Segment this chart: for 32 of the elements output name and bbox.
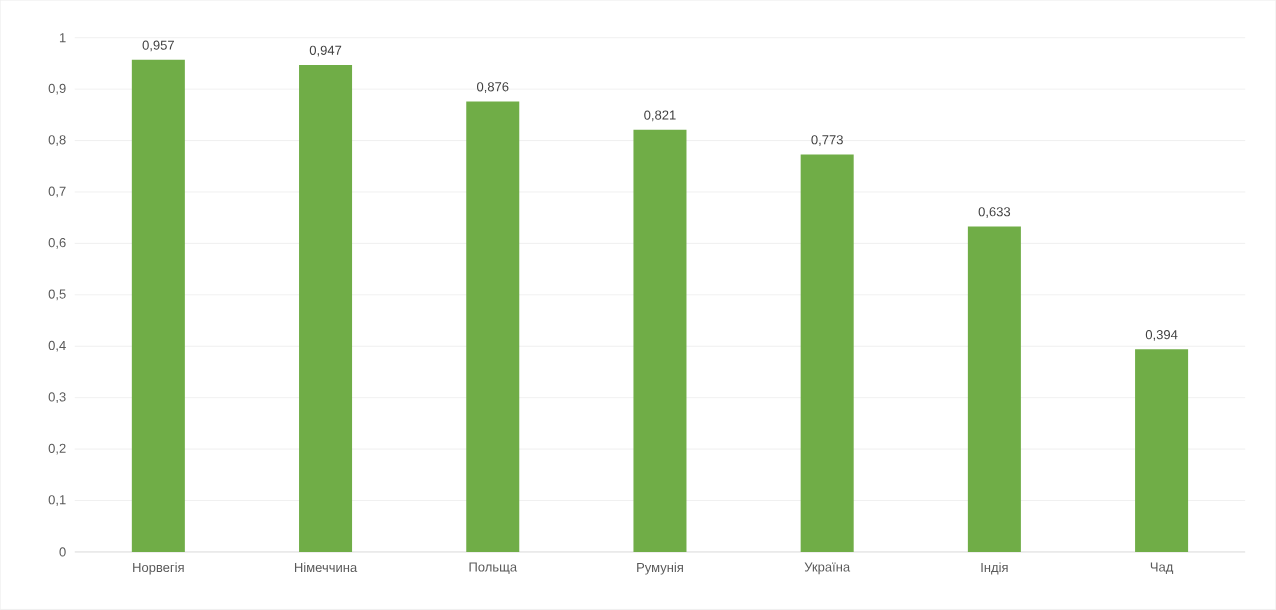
x-tick-label: Норвегія bbox=[133, 562, 184, 575]
bar bbox=[800, 154, 854, 553]
y-tick-label: 0,8 bbox=[48, 135, 66, 147]
y-tick-label: 0,5 bbox=[48, 289, 66, 301]
y-tick-label: 0,1 bbox=[48, 495, 66, 507]
y-tick-label: 1 bbox=[59, 33, 66, 43]
y-tick-label: 0,2 bbox=[48, 443, 66, 455]
bar bbox=[633, 129, 687, 553]
y-tick-label: 0 bbox=[59, 547, 66, 557]
data-label: 0,773 bbox=[811, 135, 843, 147]
x-tick-label: Румунія bbox=[637, 562, 683, 575]
x-tick-label: Україна bbox=[804, 562, 851, 575]
data-label: 0,876 bbox=[476, 82, 509, 94]
data-label: 0,821 bbox=[644, 110, 676, 122]
y-tick-label: 0,9 bbox=[48, 83, 66, 95]
y-tick-label: 0,3 bbox=[48, 392, 66, 404]
bar bbox=[1135, 349, 1189, 553]
bar bbox=[131, 59, 185, 553]
x-tick-label: Німеччина bbox=[294, 562, 358, 573]
y-tick-label: 0,7 bbox=[48, 186, 66, 198]
bar bbox=[466, 101, 520, 553]
data-label: 0,957 bbox=[142, 40, 174, 52]
bar bbox=[967, 226, 1021, 553]
x-tick-label: Індія bbox=[981, 562, 1008, 575]
x-tick-label: Польща bbox=[469, 562, 518, 575]
y-tick-label: 0,6 bbox=[48, 238, 66, 249]
data-label: 0,947 bbox=[309, 45, 342, 57]
bar bbox=[299, 65, 353, 553]
data-label: 0,394 bbox=[1145, 330, 1178, 341]
x-tick-label: Чад bbox=[1150, 562, 1174, 575]
data-label: 0,633 bbox=[978, 207, 1011, 219]
y-tick-label: 0,4 bbox=[48, 341, 66, 352]
